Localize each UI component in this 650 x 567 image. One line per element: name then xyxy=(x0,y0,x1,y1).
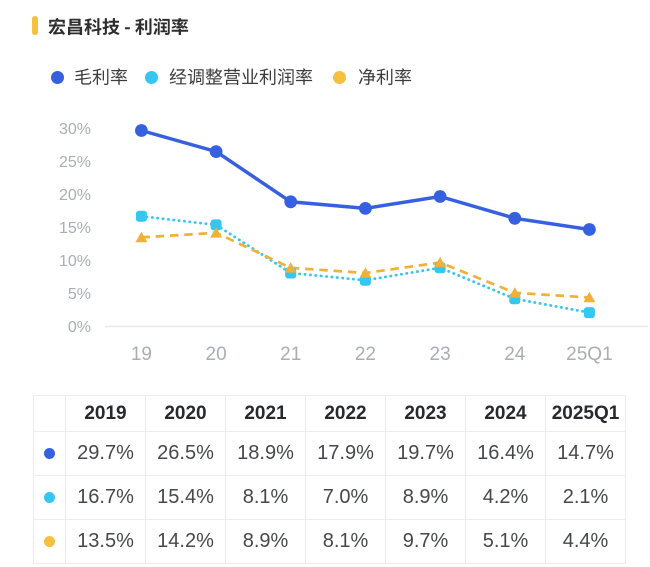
svg-text:20: 20 xyxy=(206,344,227,365)
svg-text:25Q1: 25Q1 xyxy=(566,344,612,365)
svg-text:10%: 10% xyxy=(59,253,91,270)
svg-text:19: 19 xyxy=(131,344,152,365)
svg-text:15%: 15% xyxy=(59,220,91,237)
svg-text:22: 22 xyxy=(355,344,376,365)
svg-text:20%: 20% xyxy=(59,187,91,204)
svg-text:0%: 0% xyxy=(68,319,91,336)
svg-text:25%: 25% xyxy=(59,154,91,171)
svg-text:24: 24 xyxy=(504,344,526,365)
svg-text:23: 23 xyxy=(430,344,451,365)
svg-text:21: 21 xyxy=(280,344,301,365)
svg-text:5%: 5% xyxy=(68,286,91,303)
svg-text:30%: 30% xyxy=(59,121,91,138)
